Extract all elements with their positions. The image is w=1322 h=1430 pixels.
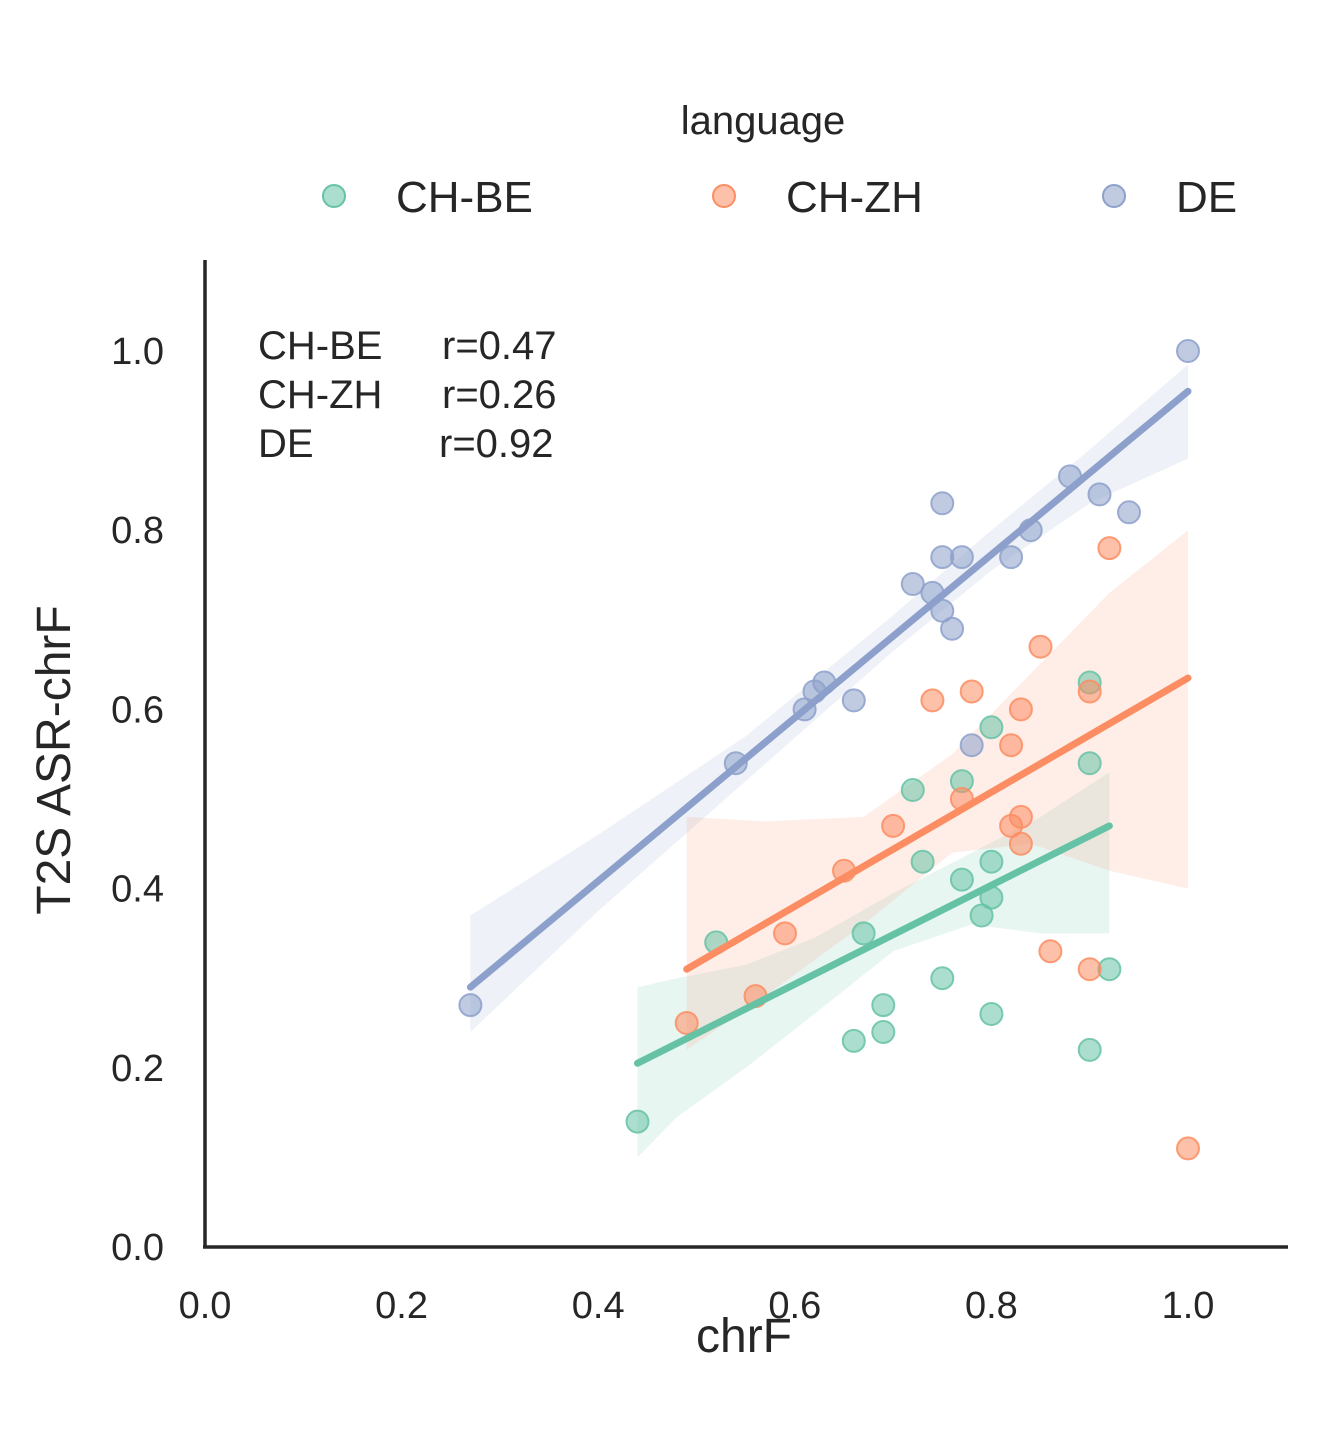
y-tick-labels: 0.0 0.2 0.4 0.6 0.8 1.0	[111, 331, 164, 1269]
legend-label-de: DE	[1176, 173, 1237, 222]
x-tick-label: 0.4	[572, 1285, 625, 1327]
data-point-de	[999, 545, 1024, 570]
data-point-ch-zh	[1028, 634, 1053, 659]
y-tick-label: 0.6	[111, 689, 164, 731]
y-axis-label: T2S ASR-chrF	[28, 605, 81, 914]
data-point-ch-be	[851, 921, 876, 946]
data-point-ch-zh	[674, 1011, 699, 1035]
y-tick-label: 0.0	[111, 1227, 164, 1269]
data-point-ch-be	[625, 1109, 650, 1134]
y-tick-label: 0.4	[111, 869, 164, 911]
ci-band-ch-zh	[686, 530, 1188, 1050]
data-point-ch-be	[979, 1002, 1004, 1026]
data-point-ch-zh	[1176, 1136, 1200, 1161]
legend-label-ch-zh: CH-ZH	[786, 173, 923, 222]
data-point-ch-be	[910, 849, 935, 874]
data-point-ch-zh	[881, 813, 906, 838]
data-point-ch-be	[871, 1020, 896, 1044]
data-point-ch-zh	[999, 733, 1024, 758]
y-tick-label: 1.0	[111, 331, 164, 373]
x-axis-label: chrF	[696, 1310, 792, 1363]
data-point-de	[900, 572, 925, 596]
regression-line-ch-zh	[683, 674, 1192, 973]
data-point-ch-zh	[1008, 831, 1033, 856]
data-point-de	[940, 616, 965, 641]
data-point-ch-be	[979, 715, 1004, 740]
legend: language CH-BE CH-ZH DE	[322, 99, 1237, 222]
data-points	[458, 339, 1200, 1161]
data-point-de	[930, 491, 955, 516]
data-point-ch-zh	[1008, 804, 1033, 829]
regression-line-de	[466, 387, 1192, 991]
data-point-ch-zh	[1077, 957, 1102, 982]
data-point-ch-zh	[1077, 679, 1102, 704]
data-point-de	[949, 545, 974, 570]
x-tick-label: 1.0	[1162, 1285, 1215, 1327]
correlation-annotation: CH-BE r=0.47 CH-ZH r=0.26 DE r=0.92	[258, 324, 557, 466]
data-point-ch-be	[930, 966, 955, 991]
data-point-de	[1087, 482, 1112, 507]
legend-marker-de	[1102, 184, 1126, 208]
data-point-de	[959, 733, 984, 758]
data-point-ch-zh	[1038, 939, 1063, 964]
annotation-label-de: DE	[258, 422, 314, 466]
data-point-ch-be	[1097, 957, 1122, 982]
data-point-ch-be	[1077, 751, 1102, 776]
y-tick-label: 0.8	[111, 510, 164, 552]
regression-lines	[466, 387, 1192, 1067]
data-point-ch-zh	[959, 679, 984, 704]
regression-line-ch-be	[634, 822, 1113, 1067]
legend-item-de: DE	[1102, 173, 1237, 222]
y-tick-label: 0.2	[111, 1048, 164, 1090]
annotation-label-ch-be: CH-BE	[258, 324, 382, 368]
data-point-ch-zh	[1097, 536, 1122, 561]
legend-item-ch-zh: CH-ZH	[712, 173, 923, 222]
legend-marker-ch-zh	[712, 184, 736, 208]
annotation-value-ch-zh: r=0.26	[442, 373, 557, 417]
x-tick-label: 0.2	[375, 1285, 428, 1327]
data-point-ch-be	[871, 993, 896, 1018]
legend-label-ch-be: CH-BE	[396, 173, 533, 222]
annotation-value-de: r=0.92	[439, 422, 554, 466]
data-point-ch-zh	[920, 688, 945, 713]
data-point-de	[458, 993, 483, 1018]
data-point-ch-be	[841, 1028, 866, 1053]
data-point-de	[841, 688, 866, 713]
x-tick-label: 0.8	[965, 1285, 1018, 1327]
x-tick-label: 0.0	[179, 1285, 232, 1327]
data-point-de	[1117, 500, 1141, 525]
data-point-ch-be	[1077, 1037, 1102, 1062]
x-tick-label: 0.6	[768, 1285, 821, 1327]
annotation-label-ch-zh: CH-ZH	[258, 373, 382, 417]
data-point-ch-be	[900, 778, 925, 802]
x-tick-labels: 0.0 0.2 0.4 0.6 0.8 1.0	[179, 1285, 1215, 1327]
legend-title: language	[681, 99, 846, 143]
data-point-ch-zh	[773, 921, 797, 946]
legend-marker-ch-be	[322, 184, 346, 208]
ci-band-de	[470, 364, 1188, 1032]
data-point-ch-be	[979, 849, 1004, 874]
annotation-value-ch-be: r=0.47	[442, 324, 557, 368]
data-point-ch-be	[949, 867, 974, 892]
data-point-ch-zh	[1008, 697, 1033, 722]
data-point-de	[1176, 339, 1200, 363]
legend-item-ch-be: CH-BE	[322, 173, 533, 222]
